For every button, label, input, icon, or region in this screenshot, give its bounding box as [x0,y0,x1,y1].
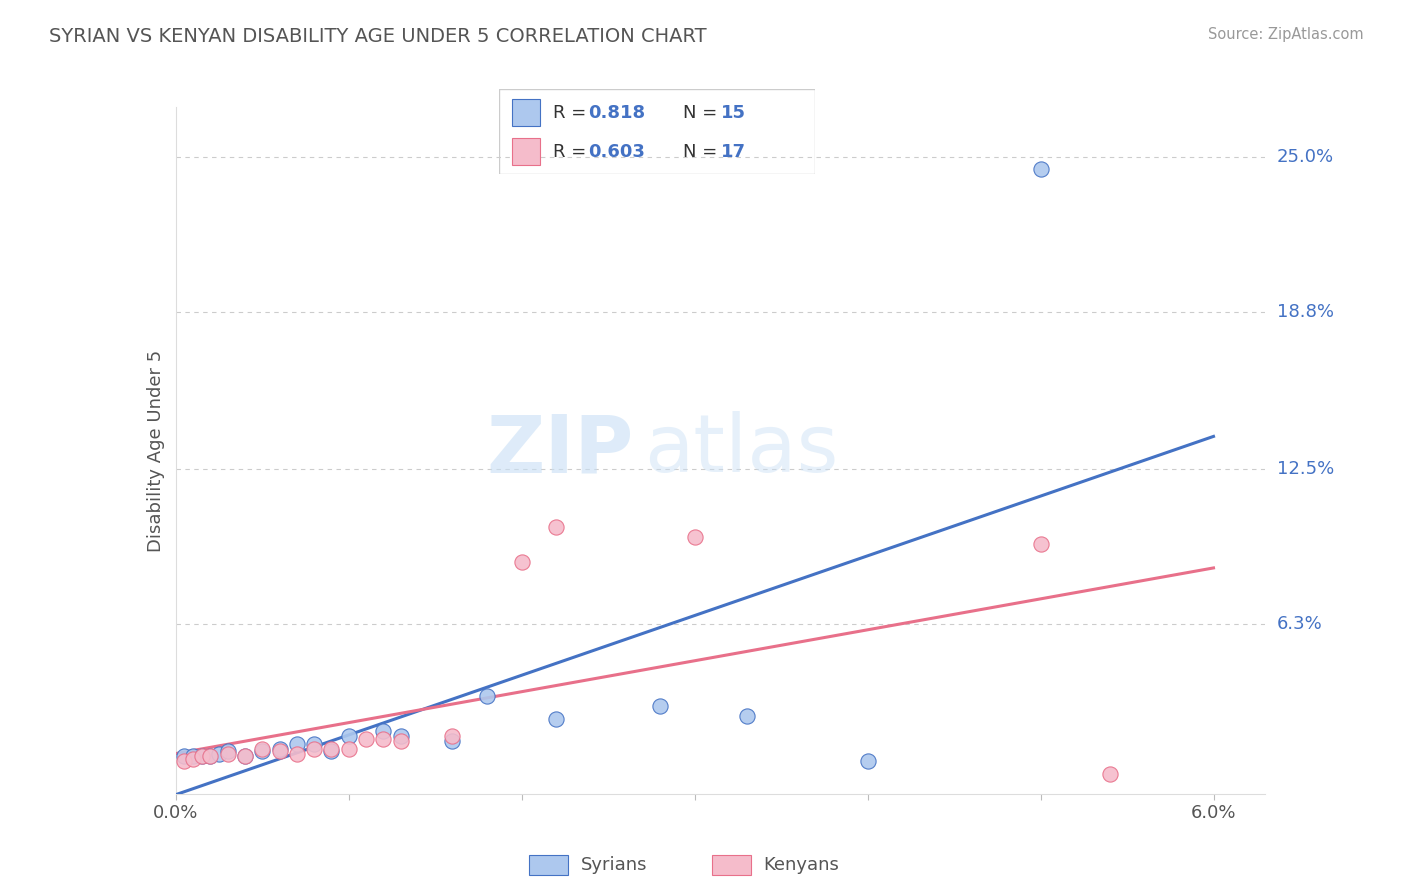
Point [735,709,758,723]
Point [302,742,325,756]
Text: 25.0%: 25.0% [1277,148,1334,166]
Point [252,742,274,756]
Point [200,749,222,764]
Point [648,699,671,714]
Point [321,744,343,758]
Point [373,731,395,746]
Text: 12.5%: 12.5% [1277,460,1334,478]
Point [181,749,204,764]
Text: 15: 15 [720,104,745,122]
Point [683,530,706,544]
Text: Kenyans: Kenyans [763,856,839,874]
FancyBboxPatch shape [512,138,540,165]
Point [856,755,879,769]
Point [200,749,222,764]
Point [233,749,256,764]
Point [354,731,377,746]
Text: atlas: atlas [644,411,838,490]
Point [337,742,360,756]
Point [1029,162,1052,177]
Point [181,752,204,766]
FancyBboxPatch shape [512,99,540,127]
Point [217,744,239,758]
Text: R =: R = [553,104,592,122]
Point [208,747,231,761]
Text: 18.8%: 18.8% [1277,303,1333,321]
Text: N =: N = [683,104,723,122]
Point [546,712,568,726]
Text: SYRIAN VS KENYAN DISABILITY AGE UNDER 5 CORRELATION CHART: SYRIAN VS KENYAN DISABILITY AGE UNDER 5 … [49,27,707,45]
Point [389,730,412,744]
Point [217,747,239,761]
Point [1029,537,1052,551]
Point [1098,767,1121,781]
Point [321,742,343,756]
Point [269,744,291,758]
Text: Syrians: Syrians [581,856,647,874]
Point [285,737,308,751]
Point [173,749,195,764]
Point [302,737,325,751]
Text: Source: ZipAtlas.com: Source: ZipAtlas.com [1208,27,1364,42]
Point [173,755,195,769]
Point [389,734,412,748]
Text: ZIP: ZIP [486,411,633,490]
Text: 17: 17 [720,143,745,161]
Text: R =: R = [553,143,592,161]
Point [510,555,533,569]
FancyBboxPatch shape [530,855,568,875]
Point [475,690,498,704]
Text: 6.3%: 6.3% [1277,615,1322,633]
Point [441,730,464,744]
Point [373,724,395,739]
Text: N =: N = [683,143,723,161]
FancyBboxPatch shape [713,855,751,875]
Point [337,730,360,744]
Text: 0.603: 0.603 [588,143,644,161]
Point [252,744,274,758]
Point [546,519,568,533]
Point [190,749,212,764]
Point [269,742,291,756]
Point [190,749,212,764]
Y-axis label: Disability Age Under 5: Disability Age Under 5 [146,350,165,551]
Text: 0.818: 0.818 [588,104,645,122]
Point [285,747,308,761]
Point [441,734,464,748]
Point [233,749,256,764]
